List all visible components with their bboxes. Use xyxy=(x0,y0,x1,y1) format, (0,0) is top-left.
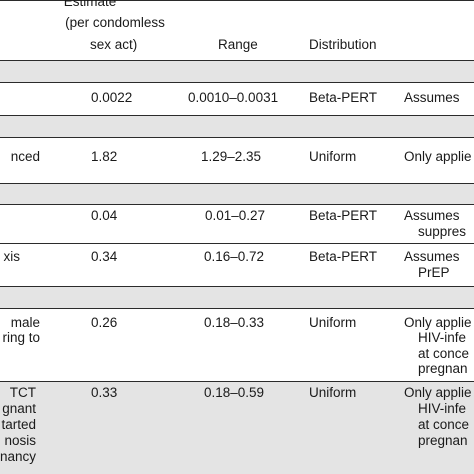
header-estimate-line1: Estimate xyxy=(63,0,117,9)
row5-notes-4: pregnan xyxy=(418,361,468,376)
row6-range: 0.18–0.59 xyxy=(204,385,265,400)
section-band xyxy=(0,116,474,137)
row6-parameter-5: nancy xyxy=(0,449,37,464)
row2-range: 1.29–2.35 xyxy=(201,149,262,164)
row-rule xyxy=(0,243,474,244)
table-top-rule xyxy=(0,0,474,1)
row6-estimate: 0.33 xyxy=(91,385,118,400)
row6-shade xyxy=(0,382,474,474)
row5-notes-2: HIV-infe xyxy=(418,330,467,345)
row6-notes-1: Only applie xyxy=(404,385,472,400)
section-band xyxy=(0,61,474,82)
row5-parameter-1: male xyxy=(10,315,40,330)
row3-range: 0.01–0.27 xyxy=(205,208,266,223)
header-bottom-rule xyxy=(0,60,474,61)
row4-estimate: 0.34 xyxy=(91,249,118,264)
row3-estimate: 0.04 xyxy=(91,208,118,223)
row2-parameter: nced xyxy=(10,149,40,164)
row5-estimate: 0.26 xyxy=(91,315,118,330)
row-rule xyxy=(0,183,474,184)
row4-range: 0.16–0.72 xyxy=(204,249,265,264)
row3-notes-1: Assumes xyxy=(404,208,460,223)
row2-estimate: 1.82 xyxy=(91,149,118,164)
row-rule xyxy=(0,204,474,205)
section-band xyxy=(0,184,474,204)
row4-notes-2: PrEP xyxy=(418,265,450,280)
row-rule xyxy=(0,137,474,138)
section-band xyxy=(0,287,474,308)
header-estimate-line3: sex act) xyxy=(90,37,138,52)
row-rule xyxy=(0,286,474,287)
header-estimate-line2: (per condomless xyxy=(65,15,165,30)
row-rule xyxy=(0,308,474,309)
row-rule xyxy=(0,82,474,83)
row6-distribution: Uniform xyxy=(309,385,357,400)
row6-parameter-4: nosis xyxy=(4,433,36,448)
row5-parameter-2: ring to xyxy=(2,330,40,345)
row4-parameter: xis xyxy=(3,249,21,264)
row3-distribution: Beta-PERT xyxy=(309,208,378,223)
row6-parameter-3: tarted xyxy=(1,417,36,432)
row5-distribution: Uniform xyxy=(309,315,357,330)
row5-notes-3: at conce xyxy=(418,346,470,361)
row6-notes-4: pregnan xyxy=(418,433,468,448)
row2-notes: Only applie xyxy=(404,149,472,164)
row6-notes-3: at conce xyxy=(418,417,470,432)
header-distribution: Distribution xyxy=(309,37,377,52)
row-rule xyxy=(0,115,474,116)
row6-parameter-2: gnant xyxy=(2,401,36,416)
row2-distribution: Uniform xyxy=(309,149,357,164)
row3-notes-2: suppres xyxy=(418,224,467,239)
row6-parameter-1: TCT xyxy=(9,385,36,400)
row6-notes-2: HIV-infe xyxy=(418,401,467,416)
row-rule xyxy=(0,381,474,382)
header-range: Range xyxy=(218,37,258,52)
row1-estimate: 0.0022 xyxy=(91,90,133,105)
row1-notes: Assumes xyxy=(404,90,460,105)
row4-distribution: Beta-PERT xyxy=(309,249,378,264)
row1-distribution: Beta-PERT xyxy=(309,90,378,105)
row4-notes-1: Assumes xyxy=(404,249,460,264)
row5-notes-1: Only applie xyxy=(404,315,472,330)
row1-range: 0.0010–0.0031 xyxy=(188,90,279,105)
row5-range: 0.18–0.33 xyxy=(204,315,265,330)
